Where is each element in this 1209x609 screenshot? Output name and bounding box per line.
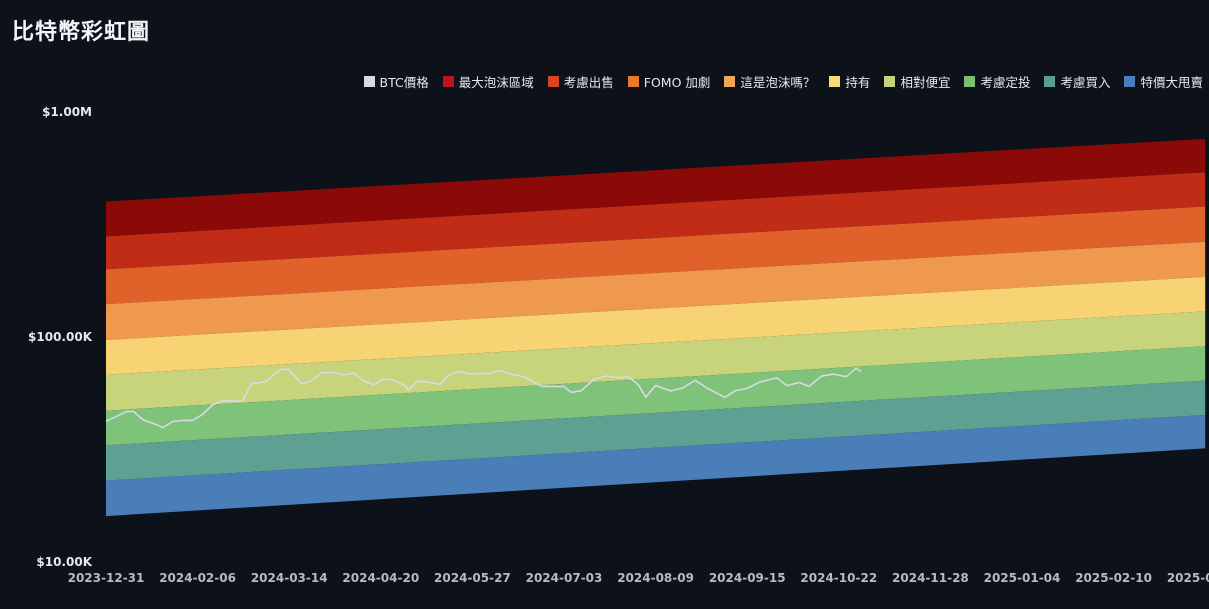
x-tick-label: 2024-05-27 <box>434 571 511 585</box>
x-axis: 2023-12-31 2024-02-06 2024-03-14 2024-04-20… <box>68 571 1209 585</box>
x-tick-label: 2024-11-28 <box>892 571 969 585</box>
y-tick-label: $10.00K <box>36 555 92 569</box>
rainbow-band <box>106 311 1206 411</box>
rainbow-band <box>106 241 1206 340</box>
legend-swatch <box>1124 76 1136 87</box>
legend-item[interactable]: 最大泡沫區域 <box>442 72 534 91</box>
legend-item[interactable]: BTC價格 <box>363 72 429 91</box>
rainbow-bands <box>106 138 1206 517</box>
legend-label: BTC價格 <box>379 75 429 90</box>
legend-item[interactable]: 考慮買入 <box>1044 72 1110 91</box>
rainbow-band <box>106 206 1206 305</box>
rainbow-band <box>106 415 1206 517</box>
x-tick-label: 2024-08-09 <box>617 571 694 585</box>
x-tick-label: 2025-01-04 <box>984 571 1061 585</box>
legend-swatch <box>829 76 841 87</box>
x-tick-label: 2024-03-14 <box>251 571 328 585</box>
y-tick-label: $1.00M <box>42 105 92 119</box>
legend-label: 考慮定投 <box>980 75 1031 90</box>
legend-label: 這是泡沫嗎？ <box>740 75 816 90</box>
y-axis: $1.00M $100.00K $10.00K <box>28 105 93 569</box>
legend-swatch <box>627 76 639 87</box>
legend-label: FOMO 加劇 <box>643 75 711 90</box>
legend-label: 考慮出售 <box>563 75 614 90</box>
legend-label: 特價大甩賣 <box>1140 75 1203 90</box>
legend-item[interactable]: 這是泡沫嗎？ <box>724 72 815 91</box>
rainbow-band <box>106 276 1206 375</box>
legend-label: 最大泡沫區域 <box>458 75 534 90</box>
legend-label: 考慮買入 <box>1060 75 1111 90</box>
legend-item[interactable]: 相對便宜 <box>884 72 950 91</box>
legend-swatch <box>442 76 454 87</box>
legend-label: 相對便宜 <box>900 75 951 90</box>
x-tick-label: 2025-02-10 <box>1075 571 1152 585</box>
legend-swatch <box>547 76 559 87</box>
btc-price-line <box>105 367 862 429</box>
x-tick-label: 2024-09-15 <box>709 571 786 585</box>
x-tick-label: 2025-03-19 <box>1167 571 1209 585</box>
legend-item[interactable]: 考慮出售 <box>547 72 614 91</box>
x-tick-label: 2024-04-20 <box>342 571 419 585</box>
legend-item[interactable]: FOMO 加劇 <box>627 72 711 91</box>
rainbow-band <box>106 346 1206 446</box>
legend-swatch <box>1044 76 1056 87</box>
legend-item[interactable]: 考慮定投 <box>964 72 1030 91</box>
chart-legend: BTC價格 最大泡沫區域 考慮出售 FOMO 加劇 這是泡沫嗎？ 持有 相對便宜 考慮定投 考慮… <box>363 72 1203 91</box>
rainbow-band <box>106 138 1206 237</box>
x-tick-label: 2023-12-31 <box>68 571 145 585</box>
x-tick-label: 2024-02-06 <box>159 571 236 585</box>
legend-item[interactable]: 特價大甩賣 <box>1124 72 1203 91</box>
legend-swatch <box>724 76 736 87</box>
legend-item[interactable]: 持有 <box>829 72 870 91</box>
x-tick-label: 2024-07-03 <box>526 571 603 585</box>
rainbow-band <box>106 172 1206 270</box>
chart-title: 比特幣彩虹圖 <box>12 20 151 45</box>
legend-swatch <box>363 76 375 87</box>
legend-swatch <box>964 76 976 87</box>
rainbow-band <box>106 380 1206 481</box>
y-tick-label: $100.00K <box>28 330 93 344</box>
legend-label: 持有 <box>845 75 871 90</box>
x-tick-label: 2024-10-22 <box>800 571 877 585</box>
legend-swatch <box>884 76 896 87</box>
